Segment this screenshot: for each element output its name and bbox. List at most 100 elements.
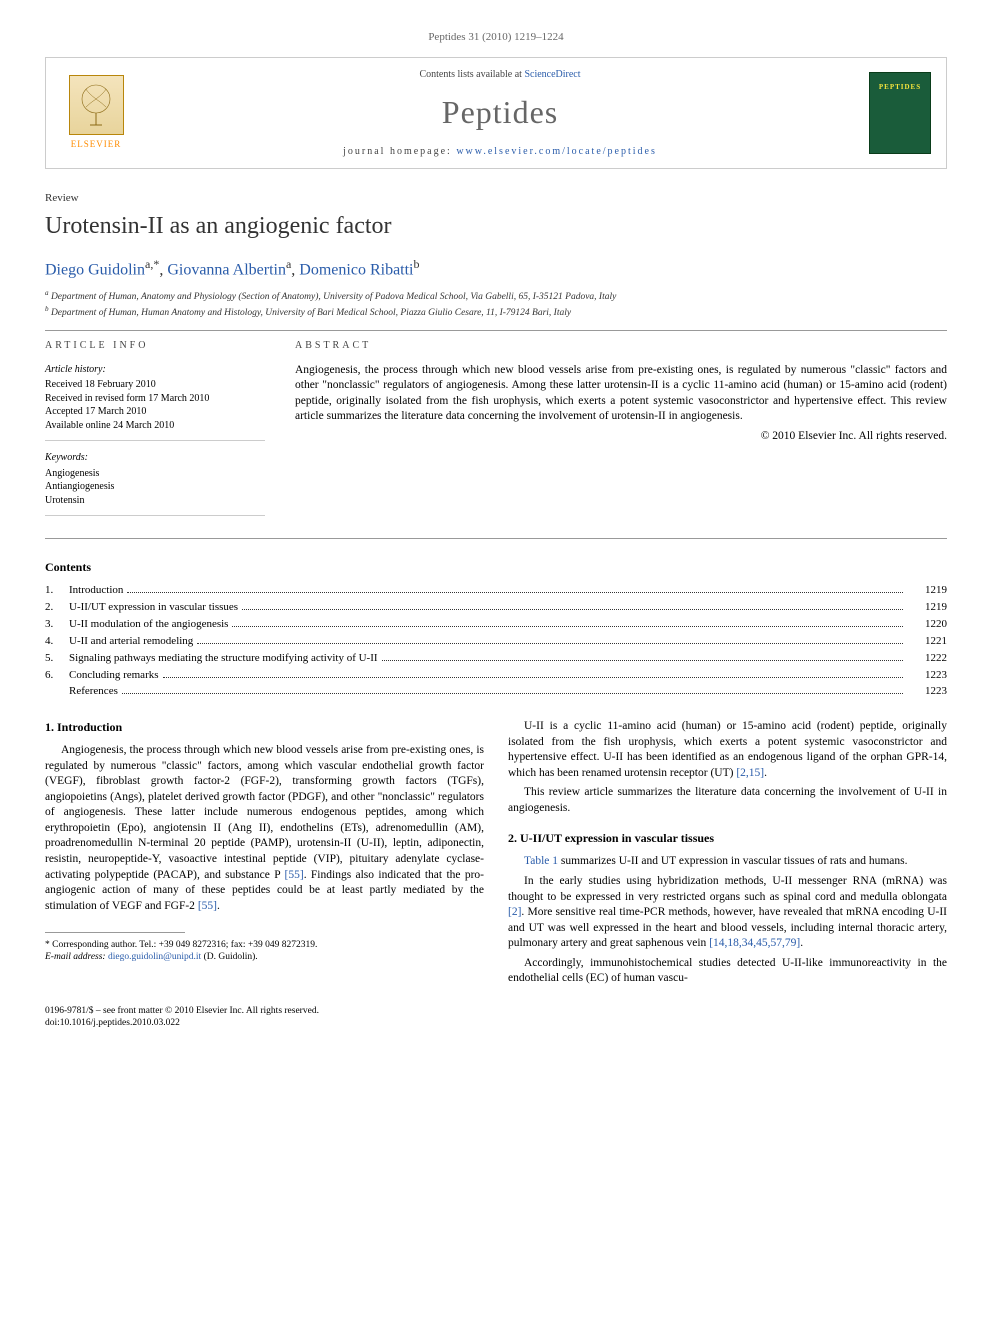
keywords-label: Keywords: [45, 451, 265, 465]
page-footer: 0196-9781/$ – see front matter © 2010 El… [45, 1005, 947, 1031]
corr-author-line: * Corresponding author. Tel.: +39 049 82… [45, 939, 484, 951]
divider [45, 330, 947, 331]
s2-para-2: In the early studies using hybridization… [508, 874, 947, 952]
journal-masthead: ELSEVIER Contents lists available at Sci… [45, 57, 947, 169]
intro-para-1: Angiogenesis, the process through which … [45, 743, 484, 914]
footer-copyright: 0196-9781/$ – see front matter © 2010 El… [45, 1005, 947, 1018]
contents-prefix: Contents lists available at [419, 69, 524, 80]
toc-label: U-II modulation of the angiogenesis [69, 617, 228, 632]
author-link-3[interactable]: Domenico Ribatti [299, 262, 413, 279]
s2-para-3: Accordingly, immunohistochemical studies… [508, 956, 947, 987]
journal-homepage-link[interactable]: www.elsevier.com/locate/peptides [456, 146, 657, 157]
body-column-right: U-II is a cyclic 11-amino acid (human) o… [508, 719, 947, 990]
intro-text-2b: . [764, 767, 767, 779]
author-link-1[interactable]: Diego Guidolin [45, 262, 145, 279]
history-revised: Received in revised form 17 March 2010 [45, 392, 265, 406]
toc-dots [127, 592, 903, 593]
ref-link-55a[interactable]: [55] [285, 869, 304, 881]
intro-text-2a: U-II is a cyclic 11-amino acid (human) o… [508, 720, 947, 779]
affiliation-a: Department of Human, Anatomy and Physiol… [51, 292, 616, 302]
toc-item: References1223 [45, 684, 947, 699]
article-info-column: ARTICLE INFO Article history: Received 1… [45, 339, 265, 526]
toc-item: 6.Concluding remarks 1223 [45, 668, 947, 683]
contents-heading: Contents [45, 559, 947, 575]
author-3-aff: b [414, 257, 420, 271]
corr-email-link[interactable]: diego.guidolin@unipd.it [108, 952, 201, 962]
email-label: E-mail address: [45, 952, 108, 962]
journal-cover-thumbnail: PEPTIDES [869, 72, 931, 154]
publisher-logo: ELSEVIER [61, 73, 131, 153]
toc-number: 6. [45, 668, 69, 683]
footer-doi: doi:10.1016/j.peptides.2010.03.022 [45, 1017, 947, 1030]
journal-name: Peptides [131, 91, 869, 134]
toc-dots [242, 609, 903, 610]
toc-page: 1219 [907, 583, 947, 598]
divider [45, 538, 947, 539]
keyword-3: Urotensin [45, 494, 265, 508]
article-type: Review [45, 191, 947, 206]
author-link-2[interactable]: Giovanna Albertin [167, 262, 286, 279]
elsevier-label: ELSEVIER [71, 138, 122, 150]
toc-label: U-II and arterial remodeling [69, 634, 193, 649]
toc-page: 1219 [907, 600, 947, 615]
history-label: Article history: [45, 363, 265, 377]
intro-text-1a: Angiogenesis, the process through which … [45, 744, 484, 880]
section-2-heading: 2. U-II/UT expression in vascular tissue… [508, 830, 947, 846]
affiliation-b: Department of Human, Human Anatomy and H… [51, 308, 571, 318]
corresponding-author-footnote: * Corresponding author. Tel.: +39 049 82… [45, 939, 484, 964]
intro-para-3: This review article summarizes the liter… [508, 785, 947, 816]
toc-number: 1. [45, 583, 69, 598]
abstract-copyright: © 2010 Elsevier Inc. All rights reserved… [295, 429, 947, 445]
s2-text-2c: . [800, 937, 803, 949]
toc-number: 2. [45, 600, 69, 615]
history-online: Available online 24 March 2010 [45, 419, 265, 433]
toc-number: 5. [45, 651, 69, 666]
table-1-link[interactable]: Table 1 [524, 855, 558, 867]
abstract-column: ABSTRACT Angiogenesis, the process throu… [295, 339, 947, 526]
ref-link-multi[interactable]: [14,18,34,45,57,79] [709, 937, 800, 949]
s2-para-1: Table 1 summarizes U-II and UT expressio… [508, 854, 947, 870]
body-column-left: 1. Introduction Angiogenesis, the proces… [45, 719, 484, 990]
contents-available-line: Contents lists available at ScienceDirec… [131, 68, 869, 82]
toc-dots [122, 693, 903, 694]
toc-page: 1223 [907, 684, 947, 699]
toc-item: 5.Signaling pathways mediating the struc… [45, 651, 947, 666]
affiliations: a Department of Human, Anatomy and Physi… [45, 289, 947, 320]
email-suffix: (D. Guidolin). [201, 952, 257, 962]
running-header: Peptides 31 (2010) 1219–1224 [45, 30, 947, 45]
article-title: Urotensin-II as an angiogenic factor [45, 210, 947, 242]
toc-number: 4. [45, 634, 69, 649]
toc-list: 1.Introduction 1219 2.U-II/UT expression i… [45, 583, 947, 699]
ref-link-2[interactable]: [2] [508, 906, 521, 918]
history-accepted: Accepted 17 March 2010 [45, 405, 265, 419]
toc-page: 1221 [907, 634, 947, 649]
abstract-heading: ABSTRACT [295, 339, 947, 353]
toc-label: Introduction [69, 583, 123, 598]
toc-dots [382, 660, 903, 661]
toc-page: 1223 [907, 668, 947, 683]
footnote-separator [45, 932, 185, 933]
toc-item: 4.U-II and arterial remodeling 1221 [45, 634, 947, 649]
intro-para-2: U-II is a cyclic 11-amino acid (human) o… [508, 719, 947, 781]
s2-text-1b: summarizes U-II and UT expression in vas… [558, 855, 908, 867]
s2-text-2a: In the early studies using hybridization… [508, 875, 947, 903]
abstract-text: Angiogenesis, the process through which … [295, 363, 947, 425]
ref-link-2-15[interactable]: [2,15] [736, 767, 764, 779]
toc-label: Signaling pathways mediating the structu… [69, 651, 378, 666]
homepage-prefix: journal homepage: [343, 146, 456, 157]
author-2-aff: a [286, 257, 291, 271]
toc-item: 3.U-II modulation of the angiogenesis122… [45, 617, 947, 632]
journal-homepage-line: journal homepage: www.elsevier.com/locat… [131, 145, 869, 159]
section-1-heading: 1. Introduction [45, 719, 484, 735]
toc-label: Concluding remarks [69, 668, 159, 683]
toc-label: U-II/UT expression in vascular tissues [69, 600, 238, 615]
intro-text-1c: . [217, 900, 220, 912]
ref-link-55b[interactable]: [55] [198, 900, 217, 912]
toc-dots [197, 643, 903, 644]
sciencedirect-link[interactable]: ScienceDirect [524, 69, 580, 80]
article-info-heading: ARTICLE INFO [45, 339, 265, 353]
contents-section: Contents 1.Introduction 1219 2.U-II/UT exp… [45, 559, 947, 699]
keyword-1: Angiogenesis [45, 467, 265, 481]
toc-dots [232, 626, 903, 627]
toc-page: 1220 [907, 617, 947, 632]
